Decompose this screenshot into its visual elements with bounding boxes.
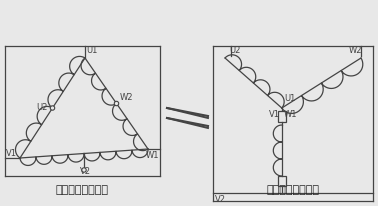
- Text: 低速时绕组的接法: 低速时绕组的接法: [56, 184, 109, 194]
- Text: V1: V1: [269, 109, 280, 118]
- Text: V2: V2: [79, 166, 90, 175]
- Text: V2: V2: [215, 194, 226, 203]
- Text: 高速时绕组的接法: 高速时绕组的接法: [266, 184, 319, 194]
- Text: W1: W1: [284, 109, 297, 118]
- Text: U1: U1: [284, 94, 295, 103]
- Circle shape: [50, 106, 55, 111]
- Circle shape: [114, 102, 119, 106]
- Text: U1: U1: [86, 46, 98, 55]
- Text: W2: W2: [119, 93, 133, 102]
- Text: W2: W2: [349, 46, 362, 55]
- Circle shape: [82, 168, 86, 172]
- Text: U2: U2: [229, 46, 240, 55]
- Bar: [278, 111, 286, 122]
- Bar: [278, 176, 286, 186]
- Text: V1: V1: [6, 148, 17, 157]
- Text: U2: U2: [36, 103, 48, 112]
- Text: W1: W1: [146, 150, 159, 159]
